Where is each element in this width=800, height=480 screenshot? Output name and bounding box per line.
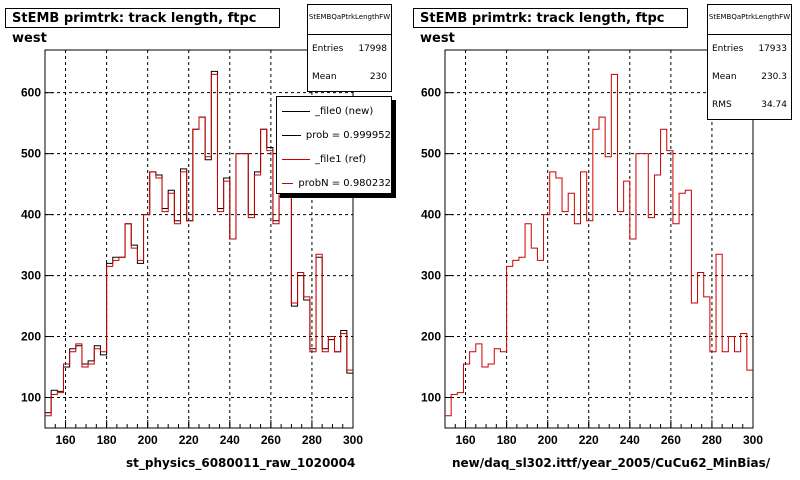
legend-entry-file0: _file0 (new) <box>277 99 391 123</box>
left-x-tick-label-180: 180 <box>97 433 117 447</box>
left-x-tick-label-260: 260 <box>261 433 281 447</box>
left-stats-mean: Mean 230 <box>308 63 391 91</box>
left-stats-entries-value: 17998 <box>358 44 387 54</box>
right-y-tick-label-500: 500 <box>421 147 441 161</box>
right-stats-mean-value: 230.3 <box>761 72 787 82</box>
right-stats-entries: Entries 17933 <box>708 35 791 63</box>
legend-entry-prob: prob = 0.999952 <box>277 123 391 147</box>
left-stats-entries-label: Entries <box>312 44 344 54</box>
legend-swatch-file0 <box>282 110 310 112</box>
left-stats-entries: Entries 17998 <box>308 35 391 63</box>
left-stats-mean-label: Mean <box>312 72 337 82</box>
right-x-tick-label-240: 240 <box>620 433 640 447</box>
left-x-tick-label-240: 240 <box>220 433 240 447</box>
legend-swatch-file1 <box>282 158 310 160</box>
legend-entry-probn: probN = 0.980232 <box>277 171 391 193</box>
left-x-tick-label-200: 200 <box>138 433 158 447</box>
left-x-tick-label-160: 160 <box>56 433 76 447</box>
right-stats-entries-value: 17933 <box>758 44 787 54</box>
left-y-tick-label-100: 100 <box>21 391 41 405</box>
right-x-tick-label-280: 280 <box>702 433 722 447</box>
right-stats-entries-label: Entries <box>712 44 744 54</box>
right-stats-name: StEMBQaPtrkLengthFW <box>708 5 791 35</box>
right-x-tick-label-160: 160 <box>456 433 476 447</box>
legend-label-file0: _file0 (new) <box>315 105 374 117</box>
left-y-tick-label-200: 200 <box>21 330 41 344</box>
right-chart-title: StEMB primtrk: track length, ftpc west <box>413 8 688 46</box>
legend-swatch-prob <box>282 134 301 136</box>
left-x-title: st_physics_6080011_raw_1020004 <box>126 456 356 470</box>
left-stats-name: StEMBQaPtrkLengthFW <box>308 5 391 35</box>
left-x-tick-label-220: 220 <box>179 433 199 447</box>
right-stats-rms-value: 34.74 <box>761 100 787 110</box>
left-y-tick-label-300: 300 <box>21 269 41 283</box>
right-y-tick-label-600: 600 <box>421 86 441 100</box>
legend-label-file1: _file1 (ref) <box>315 153 367 165</box>
left-x-tick-label-300: 300 <box>343 433 363 447</box>
left-x-tick-label-280: 280 <box>302 433 322 447</box>
right-y-tick-label-200: 200 <box>421 330 441 344</box>
right-stats-mean: Mean 230.3 <box>708 63 791 91</box>
legend-entry-file1: _file1 (ref) <box>277 147 391 171</box>
left-y-tick-label-400: 400 <box>21 208 41 222</box>
right-stats-rms-label: RMS <box>712 100 732 110</box>
legend-label-prob: prob = 0.999952 <box>305 129 391 141</box>
right-x-tick-label-200: 200 <box>538 433 558 447</box>
right-x-tick-label-260: 260 <box>661 433 681 447</box>
right-x-tick-label-180: 180 <box>497 433 517 447</box>
left-y-tick-label-600: 600 <box>21 86 41 100</box>
right-x-tick-label-220: 220 <box>579 433 599 447</box>
left-stats-mean-value: 230 <box>369 72 387 82</box>
legend-swatch-probn <box>282 182 294 184</box>
legend-label-probn: probN = 0.980232 <box>298 177 391 189</box>
right-x-tick-label-300: 300 <box>743 433 763 447</box>
right-series-0 <box>445 73 753 417</box>
right-stats-rms: RMS 34.74 <box>708 91 791 119</box>
right-x-title: new/daq_sl302.ittf/year_2005/CuCu62_MinB… <box>452 456 771 470</box>
left-legend: _file0 (new) prob = 0.999952 _file1 (ref… <box>276 96 392 194</box>
right-y-tick-label-400: 400 <box>421 208 441 222</box>
right-stats-box: StEMBQaPtrkLengthFW Entries 17933 Mean 2… <box>707 4 792 120</box>
left-stats-box: StEMBQaPtrkLengthFW Entries 17998 Mean 2… <box>307 4 392 92</box>
right-stats-mean-label: Mean <box>712 72 737 82</box>
left-y-tick-label-500: 500 <box>21 147 41 161</box>
left-series-1 <box>45 73 353 417</box>
left-chart-title: StEMB primtrk: track length, ftpc west <box>5 8 280 46</box>
right-y-tick-label-300: 300 <box>421 269 441 283</box>
right-y-tick-label-100: 100 <box>421 391 441 405</box>
